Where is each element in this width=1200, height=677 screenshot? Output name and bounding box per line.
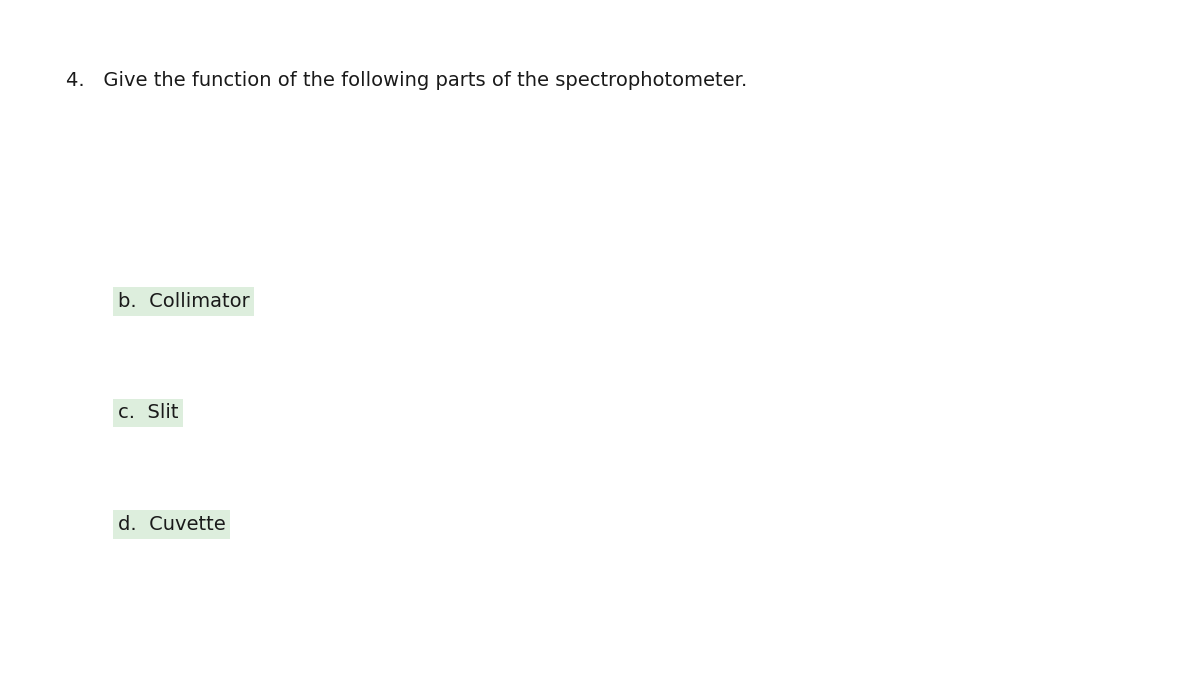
Text: b.  Collimator: b. Collimator — [118, 292, 250, 311]
Text: 4.   Give the function of the following parts of the spectrophotometer.: 4. Give the function of the following pa… — [66, 71, 748, 90]
Text: d.  Cuvette: d. Cuvette — [118, 515, 226, 534]
Text: c.  Slit: c. Slit — [118, 403, 178, 422]
